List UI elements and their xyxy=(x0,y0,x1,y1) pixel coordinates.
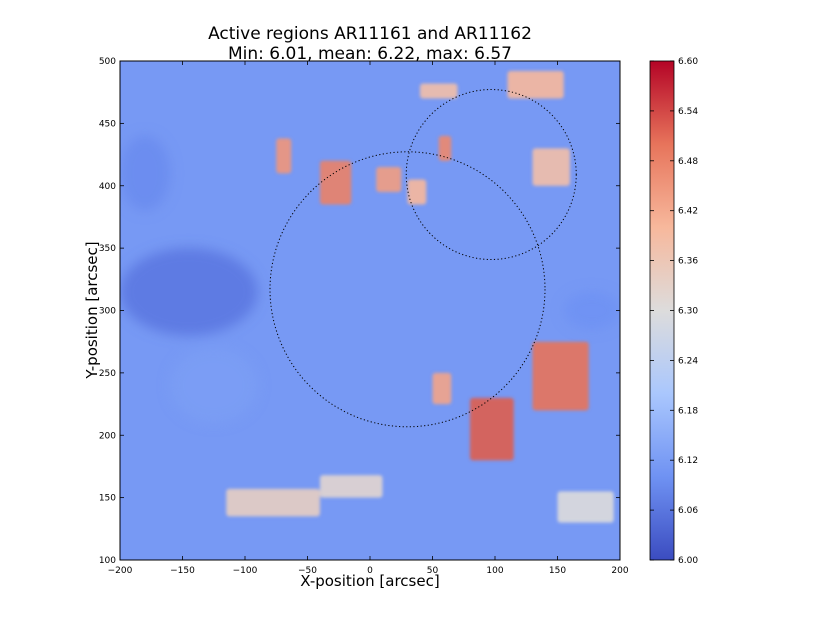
y-tick-label: 100 xyxy=(99,556,116,566)
y-axis-ticks: 100 150 200 250 300 350 400 450 500 xyxy=(99,57,620,566)
hot-region xyxy=(532,148,570,186)
y-tick-label: 250 xyxy=(99,369,116,379)
x-axis-label: X-position [arcsec] xyxy=(300,572,440,590)
hot-region xyxy=(320,160,352,205)
region-circle xyxy=(405,89,577,261)
hot-region xyxy=(276,138,292,174)
x-tick-label: 0 xyxy=(367,566,373,576)
colorbar-tick-label: 6.48 xyxy=(678,157,698,167)
y-tick-label: 150 xyxy=(99,494,116,504)
hot-region xyxy=(507,70,564,99)
y-tick-label: 450 xyxy=(99,119,116,129)
x-tick-label: 150 xyxy=(549,566,566,576)
y-tick-label: 200 xyxy=(99,431,116,441)
region-circle xyxy=(269,151,546,428)
colorbar-tick-label: 6.60 xyxy=(678,57,698,67)
colorbar-tick-label: 6.30 xyxy=(678,307,698,317)
colorbar-tick-label: 6.18 xyxy=(678,406,698,416)
hot-region xyxy=(532,341,589,411)
y-tick-label: 500 xyxy=(99,57,116,67)
chart-subtitle: Min: 6.01, mean: 6.22, max: 6.57 xyxy=(228,44,512,64)
hot-region xyxy=(432,372,452,405)
x-tick-label: 100 xyxy=(486,566,503,576)
colorbar-tick-label: 6.12 xyxy=(678,456,698,466)
x-tick-label: −200 xyxy=(108,566,133,576)
x-tick-label: −100 xyxy=(233,566,258,576)
y-tick-label: 400 xyxy=(99,182,116,192)
y-axis-label: Y-position [arcsec] xyxy=(83,241,101,379)
x-tick-label: 50 xyxy=(427,566,439,576)
hot-region xyxy=(376,167,402,193)
colorbar-tick-label: 6.00 xyxy=(678,556,698,566)
colorbar-tick-label: 6.42 xyxy=(678,207,698,217)
y-tick-label: 300 xyxy=(99,307,116,317)
region-circles xyxy=(269,89,577,428)
heatmap-image xyxy=(120,61,620,560)
x-tick-label: −50 xyxy=(298,566,317,576)
cool-region xyxy=(120,135,170,211)
hot-region xyxy=(226,488,320,517)
cool-region xyxy=(120,248,258,336)
hot-region xyxy=(470,397,514,461)
colorbar-tick-label: 6.54 xyxy=(678,107,698,117)
hot-region xyxy=(420,83,458,99)
colorbar-tick-label: 6.36 xyxy=(678,257,698,267)
cool-region xyxy=(563,291,620,330)
colorbar: 6.00 6.06 6.12 6.18 6.24 6.30 6.36 6.42 6.48 6.54… xyxy=(649,57,698,566)
colorbar-tick-label: 6.06 xyxy=(678,506,698,516)
y-tick-label: 350 xyxy=(99,244,116,254)
colorbar-tick-label: 6.24 xyxy=(678,356,698,366)
hot-region xyxy=(320,475,383,498)
x-tick-label: 200 xyxy=(611,566,628,576)
chart-title: Active regions AR11161 and AR11162 xyxy=(208,24,532,44)
hot-region xyxy=(438,135,452,161)
cool-region xyxy=(170,347,258,423)
x-axis-ticks: −200 −150 −100 −50 0 50 100 150 200 xyxy=(108,61,629,576)
hot-region xyxy=(407,179,427,205)
hot-region xyxy=(557,491,614,523)
x-tick-label: −150 xyxy=(170,566,195,576)
